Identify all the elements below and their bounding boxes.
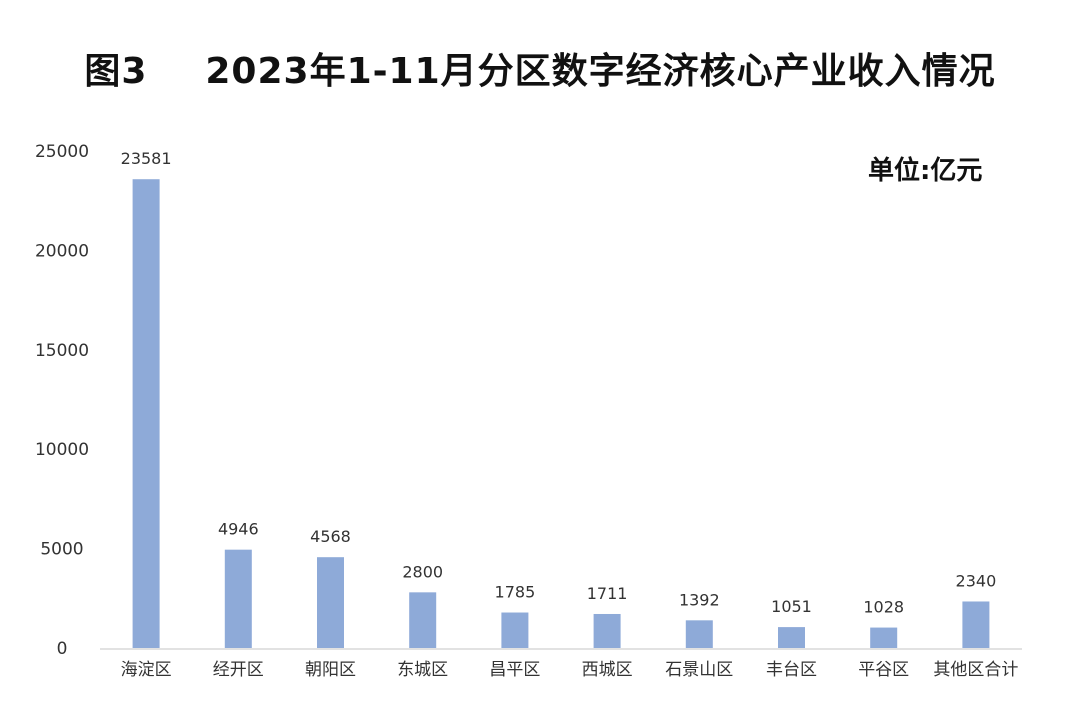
bar [685,620,713,648]
bar [962,601,990,648]
x-tick-label: 其他区合计 [933,660,1018,680]
y-tick-label: 20000 [35,241,89,261]
data-label: 1392 [679,590,720,609]
unit-label: 单位:亿元 [868,156,983,186]
y-tick-label: 25000 [35,142,89,162]
x-tick-label: 平谷区 [858,660,909,680]
data-label: 1028 [863,598,904,617]
x-axis: 海淀区 经开区 朝阳区 东城区 昌平区 西城区 石景山区 丰台区 平谷区 其他区合计 [121,660,1019,680]
data-label: 4568 [310,527,351,546]
data-label: 2340 [956,571,997,590]
data-label: 23581 [121,149,172,168]
y-axis: 0 5000 10000 15000 20000 25000 [35,142,89,659]
data-label: 2800 [402,562,443,581]
bar [870,627,898,648]
bar [132,179,160,648]
bar [778,627,805,648]
y-tick-label: 5000 [40,540,83,560]
x-tick-label: 朝阳区 [305,660,356,680]
x-tick-label: 东城区 [397,660,448,680]
x-tick-label: 海淀区 [121,660,172,680]
x-tick-label: 西城区 [582,660,633,680]
data-label: 1711 [587,584,628,603]
x-tick-label: 经开区 [213,660,264,680]
x-tick-label: 石景山区 [665,660,733,680]
bar [224,549,252,648]
figure-label: 图3 [84,51,148,92]
title-text: 2023年1-11月分区数字经济核心产业收入情况 [205,51,996,92]
data-label: 1051 [771,597,812,616]
bar [501,612,529,648]
x-tick-label: 丰台区 [766,660,817,680]
data-label: 1785 [495,583,536,602]
y-tick-label: 10000 [35,440,89,460]
bar [593,613,621,648]
bar [409,592,437,648]
y-tick-label: 15000 [35,341,89,361]
bar [317,557,344,648]
chart-title: 图3 2023年1-11月分区数字经济核心产业收入情况 [0,42,1080,94]
data-label: 4946 [218,520,259,539]
data-labels: 23581 4946 4568 2800 1785 1711 1392 1051 1028 234… [121,149,997,616]
y-tick-label: 0 [57,639,68,659]
bars [132,179,990,648]
x-tick-label: 昌平区 [489,660,540,680]
